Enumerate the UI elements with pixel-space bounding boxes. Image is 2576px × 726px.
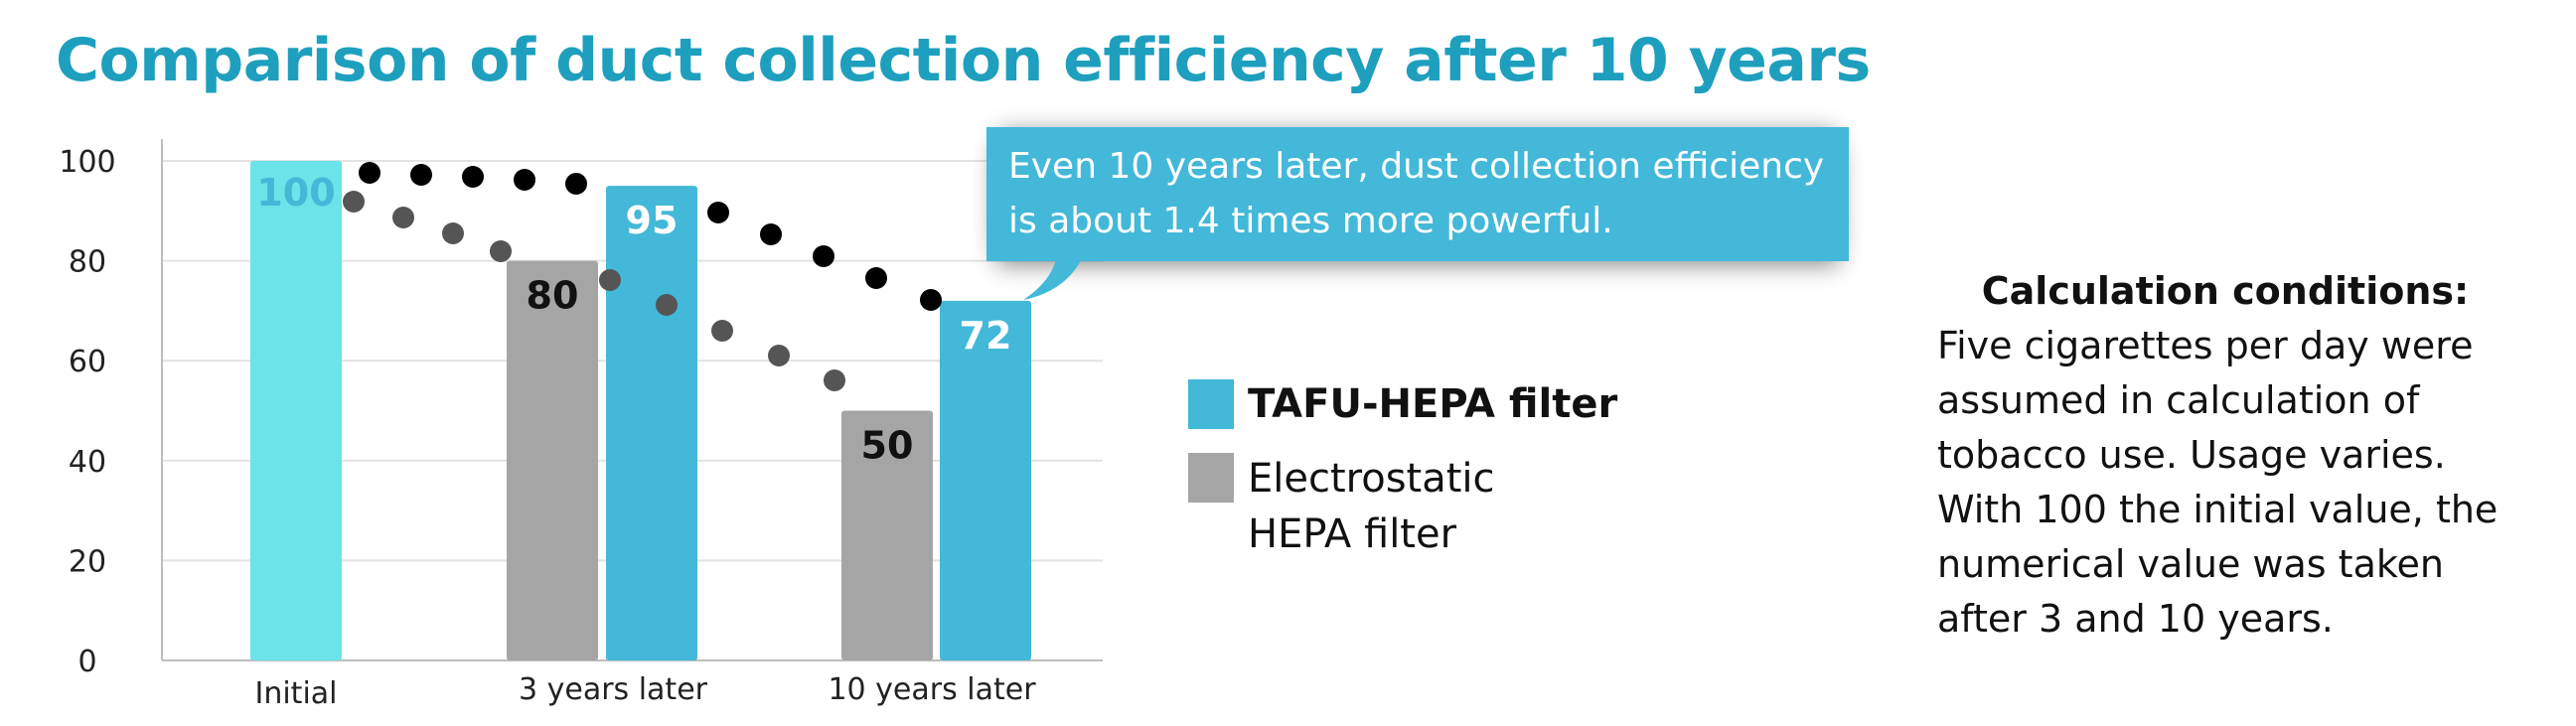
bar-tafu-2 [940, 300, 1031, 660]
trend-dot-tafu-7 [813, 245, 834, 267]
data-label-electrostatic-2: 50 [861, 424, 914, 468]
trend-dot-tafu-4 [565, 173, 587, 195]
trend-dot-electrostatic-5 [656, 294, 678, 316]
data-label-initial: 100 [256, 171, 335, 215]
y-tick-label-40: 40 [69, 445, 106, 480]
trend-dot-electrostatic-7 [768, 345, 790, 366]
trend-dot-tafu-2 [462, 166, 484, 188]
trend-dot-electrostatic-0 [343, 191, 365, 213]
data-label-tafu-1: 95 [626, 199, 679, 242]
trend-dot-tafu-3 [514, 169, 535, 191]
bar-tafu-1 [606, 186, 697, 660]
legend-swatch-tafu [1188, 379, 1234, 429]
bar-electrostatic-2 [841, 410, 933, 660]
x-tick-label-0: Initial [254, 676, 337, 711]
data-label-electrostatic-1: 80 [527, 274, 579, 318]
trend-dot-electrostatic-8 [824, 369, 845, 391]
y-axis-ticks: 0 20 40 60 80 100 [59, 145, 115, 679]
legend-label-tafu: TAFU-HEPA filter [1248, 381, 1618, 427]
y-tick-label-80: 80 [69, 245, 106, 280]
bar-electrostatic-1 [507, 260, 598, 660]
trend-dot-tafu-5 [707, 202, 729, 223]
callout-tail [1023, 256, 1083, 300]
y-tick-label-60: 60 [69, 345, 106, 379]
y-tick-label-0: 0 [77, 645, 96, 679]
trend-dot-tafu-9 [920, 289, 942, 311]
trend-dots [343, 162, 942, 391]
legend-swatch-electrostatic [1188, 453, 1234, 503]
trend-dot-electrostatic-1 [392, 207, 414, 228]
y-tick-label-100: 100 [59, 145, 115, 180]
y-tick-label-20: 20 [69, 544, 106, 579]
legend-item-electrostatic: Electrostatic HEPA filter [1188, 453, 1526, 562]
trend-dot-electrostatic-4 [599, 269, 621, 291]
conditions-body: Five cigarettes per day were assumed in … [1937, 324, 2499, 641]
callout-annotation: Even 10 years later, dust collection eff… [986, 127, 1849, 261]
chart-title: Comparison of duct collection efficiency… [56, 26, 1871, 95]
x-tick-label-2: 10 years later [828, 672, 1036, 707]
legend-item-tafu: TAFU-HEPA filter [1188, 379, 1617, 432]
data-labels: 100 95 80 72 50 [256, 171, 1011, 468]
trend-dot-tafu-8 [865, 267, 887, 289]
legend-label-electrostatic: Electrostatic HEPA filter [1248, 456, 1495, 557]
trend-dot-electrostatic-3 [490, 240, 512, 262]
trend-dot-electrostatic-6 [711, 320, 733, 342]
calculation-conditions: Calculation conditions: Five cigarettes … [1937, 264, 2533, 647]
bar-chart: 0 20 40 60 80 100 100 95 80 72 50 Initial 3 years … [59, 139, 1103, 711]
trend-dot-electrostatic-2 [442, 222, 464, 244]
bar-tafu-0 [250, 161, 342, 660]
x-tick-label-1: 3 years later [519, 672, 708, 707]
data-label-tafu-2: 72 [960, 314, 1012, 358]
x-axis-labels: Initial 3 years later 10 years later [254, 672, 1036, 711]
trend-dot-tafu-1 [410, 164, 432, 186]
conditions-title: Calculation conditions: [1981, 269, 2470, 313]
trend-dot-tafu-6 [760, 223, 782, 245]
trend-dot-tafu-0 [359, 162, 380, 184]
